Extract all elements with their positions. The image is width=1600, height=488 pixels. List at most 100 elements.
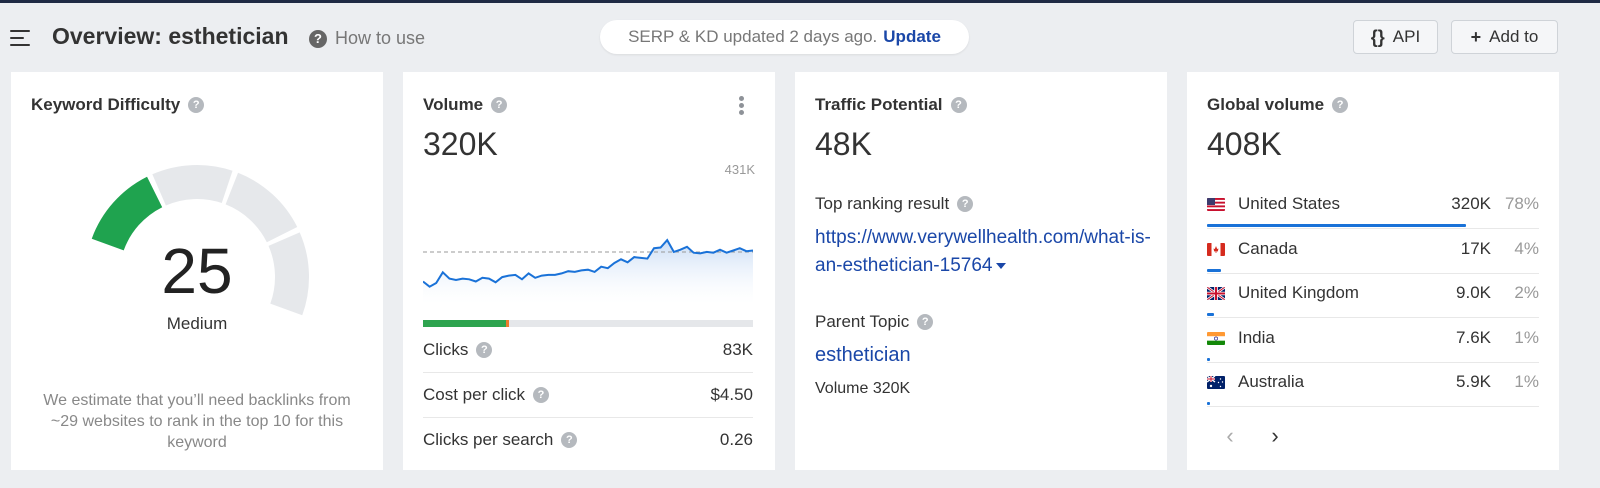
parent-topic-link[interactable]: esthetician bbox=[815, 344, 911, 366]
metric-value: 0.26 bbox=[719, 429, 753, 449]
help-icon: ? bbox=[309, 29, 327, 48]
kd-card: Keyword Difficulty ? 25 Medium We estima… bbox=[11, 72, 383, 470]
metric-row-clicks: Clicks? 83K bbox=[423, 328, 753, 372]
gb-flag-icon bbox=[1207, 287, 1225, 300]
global-value: 408K bbox=[1207, 126, 1282, 162]
country-share-bar bbox=[1207, 402, 1211, 405]
top-ranking-url-text[interactable]: https://www.verywellhealth.com/what-is-a… bbox=[815, 227, 1151, 276]
country-name: United Kingdom bbox=[1238, 283, 1359, 302]
help-icon[interactable]: ? bbox=[950, 97, 967, 113]
help-icon[interactable]: ? bbox=[476, 342, 493, 358]
country-name: Australia bbox=[1238, 372, 1305, 391]
how-to-use-link[interactable]: ? How to use bbox=[309, 28, 425, 49]
top-ranking-text: Top ranking result bbox=[815, 194, 950, 213]
volume-trend-chart bbox=[423, 238, 753, 304]
volume-trend-area bbox=[423, 240, 753, 304]
country-name: United States bbox=[1238, 194, 1341, 213]
parent-topic-text: Parent Topic bbox=[815, 312, 910, 331]
page-title: Overview: esthetician bbox=[52, 23, 289, 49]
add-to-button-label: Add to bbox=[1489, 27, 1539, 46]
country-name: India bbox=[1238, 327, 1275, 347]
organic-clicks-fill bbox=[423, 320, 506, 327]
kd-gauge bbox=[91, 165, 309, 316]
plus-icon: + bbox=[1470, 26, 1482, 47]
volume-title-label: Volume bbox=[423, 95, 484, 114]
country-volume: 7.6K bbox=[1456, 327, 1491, 347]
country-percent: 1% bbox=[1514, 372, 1539, 391]
add-to-button[interactable]: + Add to bbox=[1451, 20, 1558, 54]
volume-value: 320K bbox=[423, 126, 498, 162]
country-row[interactable]: India 7.6K 1% bbox=[1207, 318, 1539, 363]
chart-max-label: 431K bbox=[724, 162, 755, 177]
metric-row-clicks-per-search: Clicks per search? 0.26 bbox=[423, 417, 753, 461]
next-page-icon[interactable]: › bbox=[1271, 423, 1279, 448]
serp-status-text: SERP & KD updated 2 days ago. bbox=[628, 27, 878, 46]
volume-trend-line bbox=[423, 238, 753, 288]
country-row[interactable]: Australia 5.9K 1% bbox=[1207, 362, 1539, 407]
prev-page-icon[interactable]: ‹ bbox=[1226, 423, 1234, 448]
how-to-use-label: How to use bbox=[335, 28, 426, 48]
help-icon[interactable]: ? bbox=[561, 431, 578, 448]
traffic-title-label: Traffic Potential bbox=[815, 95, 943, 114]
help-icon[interactable]: ? bbox=[1332, 97, 1349, 113]
kd-gauge-fill-segment bbox=[91, 176, 163, 251]
au-flag-icon bbox=[1207, 376, 1225, 389]
volume-card: Volume ? 320K 431K Clicks? 83K Cost per … bbox=[403, 72, 775, 470]
global-volume-card: Global volume ? 408K United States 320K 78… bbox=[1187, 72, 1559, 470]
top-ranking-label: Top ranking result ? bbox=[815, 194, 974, 214]
metric-label: Clicks bbox=[423, 340, 469, 359]
country-volume: 9.0K bbox=[1456, 283, 1491, 302]
help-icon[interactable]: ? bbox=[917, 314, 934, 330]
page-header: Overview: esthetician ? How to use SERP … bbox=[0, 3, 1600, 69]
country-percent: 4% bbox=[1514, 238, 1539, 258]
country-volume: 320K bbox=[1451, 194, 1491, 213]
kd-gauge-track-segment bbox=[152, 165, 233, 206]
ca-flag-icon bbox=[1207, 242, 1225, 256]
paid-clicks-fill bbox=[505, 320, 509, 327]
in-flag-icon bbox=[1207, 331, 1225, 345]
parent-topic-volume: Volume 320K bbox=[815, 380, 911, 397]
metric-label: Clicks per search bbox=[423, 429, 554, 449]
traffic-value: 48K bbox=[815, 126, 872, 162]
help-icon[interactable]: ? bbox=[491, 97, 508, 113]
metric-label: Cost per click bbox=[423, 384, 526, 404]
country-percent: 2% bbox=[1514, 283, 1539, 302]
api-button[interactable]: {} API bbox=[1353, 20, 1438, 54]
global-title: Global volume ? bbox=[1207, 95, 1349, 115]
help-icon[interactable]: ? bbox=[957, 196, 974, 212]
country-percent: 1% bbox=[1514, 327, 1539, 347]
kd-note: We estimate that you’ll need backlinks f… bbox=[43, 392, 351, 451]
country-row[interactable]: United States 320K 78% bbox=[1207, 184, 1539, 229]
help-icon[interactable]: ? bbox=[188, 97, 205, 113]
kd-title: Keyword Difficulty ? bbox=[31, 95, 205, 115]
country-share-bar bbox=[1207, 224, 1466, 227]
traffic-card: Traffic Potential ? 48K Top ranking resu… bbox=[795, 72, 1167, 470]
clicks-distribution-bar bbox=[423, 320, 753, 327]
country-volume: 5.9K bbox=[1456, 372, 1491, 391]
parent-topic-label: Parent Topic ? bbox=[815, 312, 934, 332]
top-ranking-url[interactable]: https://www.verywellhealth.com/what-is-a… bbox=[815, 224, 1155, 280]
metric-row-cpc: Cost per click? $4.50 bbox=[423, 372, 753, 416]
country-row[interactable]: Canada 17K 4% bbox=[1207, 229, 1539, 274]
kd-gauge-track-segment bbox=[268, 232, 309, 316]
more-options-icon[interactable] bbox=[739, 96, 745, 115]
country-share-bar bbox=[1207, 357, 1211, 361]
braces-icon: {} bbox=[1370, 26, 1385, 47]
caret-down-icon[interactable] bbox=[996, 262, 1007, 269]
kd-level: Medium bbox=[166, 314, 228, 333]
serp-status-pill: SERP & KD updated 2 days ago. Update bbox=[600, 20, 969, 54]
country-percent: 78% bbox=[1504, 194, 1539, 213]
us-flag-icon bbox=[1207, 198, 1225, 211]
metric-value: 83K bbox=[722, 340, 753, 359]
country-volume: 17K bbox=[1460, 238, 1491, 258]
kd-title-label: Keyword Difficulty bbox=[31, 95, 181, 114]
country-name: Canada bbox=[1238, 238, 1298, 258]
metric-value: $4.50 bbox=[710, 384, 753, 404]
traffic-title: Traffic Potential ? bbox=[815, 95, 967, 115]
help-icon[interactable]: ? bbox=[533, 386, 550, 403]
country-row[interactable]: United Kingdom 9.0K 2% bbox=[1207, 273, 1539, 318]
menu-icon[interactable] bbox=[10, 30, 32, 46]
volume-title: Volume ? bbox=[423, 95, 508, 115]
country-share-bar bbox=[1207, 268, 1221, 272]
update-link[interactable]: Update bbox=[883, 27, 941, 46]
